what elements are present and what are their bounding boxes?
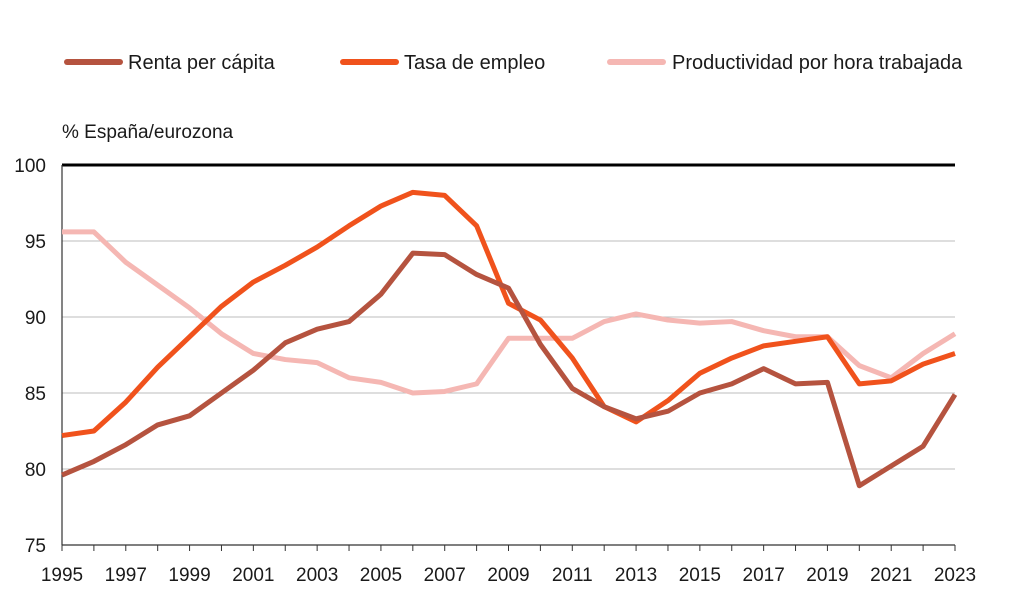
x-tick-label: 1999 xyxy=(168,565,210,586)
x-tick-label: 2021 xyxy=(870,565,912,586)
x-tick-label: 2013 xyxy=(615,565,657,586)
y-axis-unit-label: % España/eurozona xyxy=(62,122,234,143)
gridlines xyxy=(62,240,955,470)
legend-label-renta-per-c-pita: Renta per cápita xyxy=(128,52,276,74)
y-tick-label: 75 xyxy=(25,536,46,557)
y-tick-label: 95 xyxy=(25,232,46,253)
axes xyxy=(61,163,956,551)
series-line-renta-per-c-pita xyxy=(61,250,958,489)
x-tick-label: 2023 xyxy=(934,565,976,586)
y-tick-label: 100 xyxy=(14,156,46,177)
x-tick-label: 2019 xyxy=(806,565,848,586)
x-tick-label: 2009 xyxy=(487,565,529,586)
x-tick-label: 2015 xyxy=(679,565,721,586)
x-axis-ticks: 1995 1997 1999 2001 2003 2005 2007 2009 2011 2013… xyxy=(41,565,976,586)
x-tick-label: 2005 xyxy=(360,565,402,586)
series-line-productividad-por-hora-trabajada xyxy=(62,229,957,396)
y-tick-label: 90 xyxy=(25,308,46,329)
legend-label-productividad-por-hora-trabajada: Productividad por hora trabajada xyxy=(672,52,963,74)
x-tick-label: 2001 xyxy=(232,565,274,586)
x-tick-label: 2003 xyxy=(296,565,338,586)
y-axis-ticks: 100 95 90 85 80 75 xyxy=(14,156,46,557)
y-tick-label: 80 xyxy=(25,460,46,481)
x-tick-label: 1995 xyxy=(41,565,83,586)
series-lines xyxy=(61,189,958,489)
x-tick-label: 2017 xyxy=(743,565,785,586)
legend: Renta per cápita Tasa de empleo Productivi… xyxy=(64,52,963,74)
x-tick-label: 2011 xyxy=(552,565,593,586)
legend-label-tasa-de-empleo: Tasa de empleo xyxy=(404,52,545,74)
series-line-tasa-de-empleo xyxy=(61,189,956,439)
y-tick-label: 85 xyxy=(25,384,46,405)
x-tick-label: 1997 xyxy=(105,565,147,586)
x-tick-label: 2007 xyxy=(424,565,466,586)
